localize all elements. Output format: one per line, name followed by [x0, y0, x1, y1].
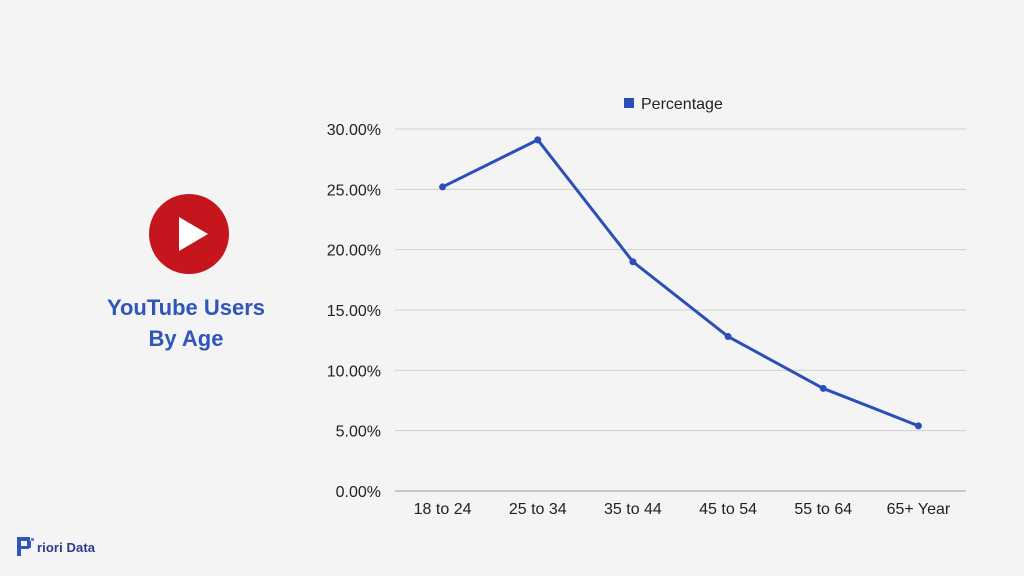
data-point: [439, 183, 447, 191]
y-tick-label: 10.00%: [327, 363, 381, 380]
x-tick-label: 55 to 64: [794, 501, 852, 518]
data-point: [914, 422, 922, 430]
y-tick-label: 5.00%: [336, 424, 381, 441]
legend-marker: [624, 98, 634, 108]
data-point: [534, 136, 542, 144]
data-point: [629, 258, 637, 266]
x-tick-label: 18 to 24: [414, 501, 472, 518]
legend-label: Percentage: [641, 96, 723, 113]
youtube-play-icon: [149, 194, 229, 274]
brand-name: riori Data: [37, 539, 96, 555]
y-tick-label: 0.00%: [336, 484, 381, 501]
priori-p-pixel-icon: [17, 537, 34, 556]
y-tick-label: 30.00%: [327, 122, 381, 139]
chart-title: YouTube Users By Age: [86, 292, 286, 354]
y-tick-label: 20.00%: [327, 243, 381, 260]
chart-title-line1: YouTube Users: [106, 295, 266, 320]
series-line: [441, 138, 920, 428]
x-tick-label: 35 to 44: [604, 501, 662, 518]
x-tick-label: 65+ Year: [887, 501, 951, 518]
brand-logo: riori Data: [16, 536, 95, 558]
y-tick-label: 25.00%: [327, 182, 381, 199]
x-tick-label: 45 to 54: [699, 501, 757, 518]
data-point: [819, 384, 827, 392]
chart-title-line2: By Age: [148, 326, 224, 351]
y-tick-label: 15.00%: [327, 303, 381, 320]
x-tick-label: 25 to 34: [509, 501, 567, 518]
data-point: [724, 333, 732, 341]
